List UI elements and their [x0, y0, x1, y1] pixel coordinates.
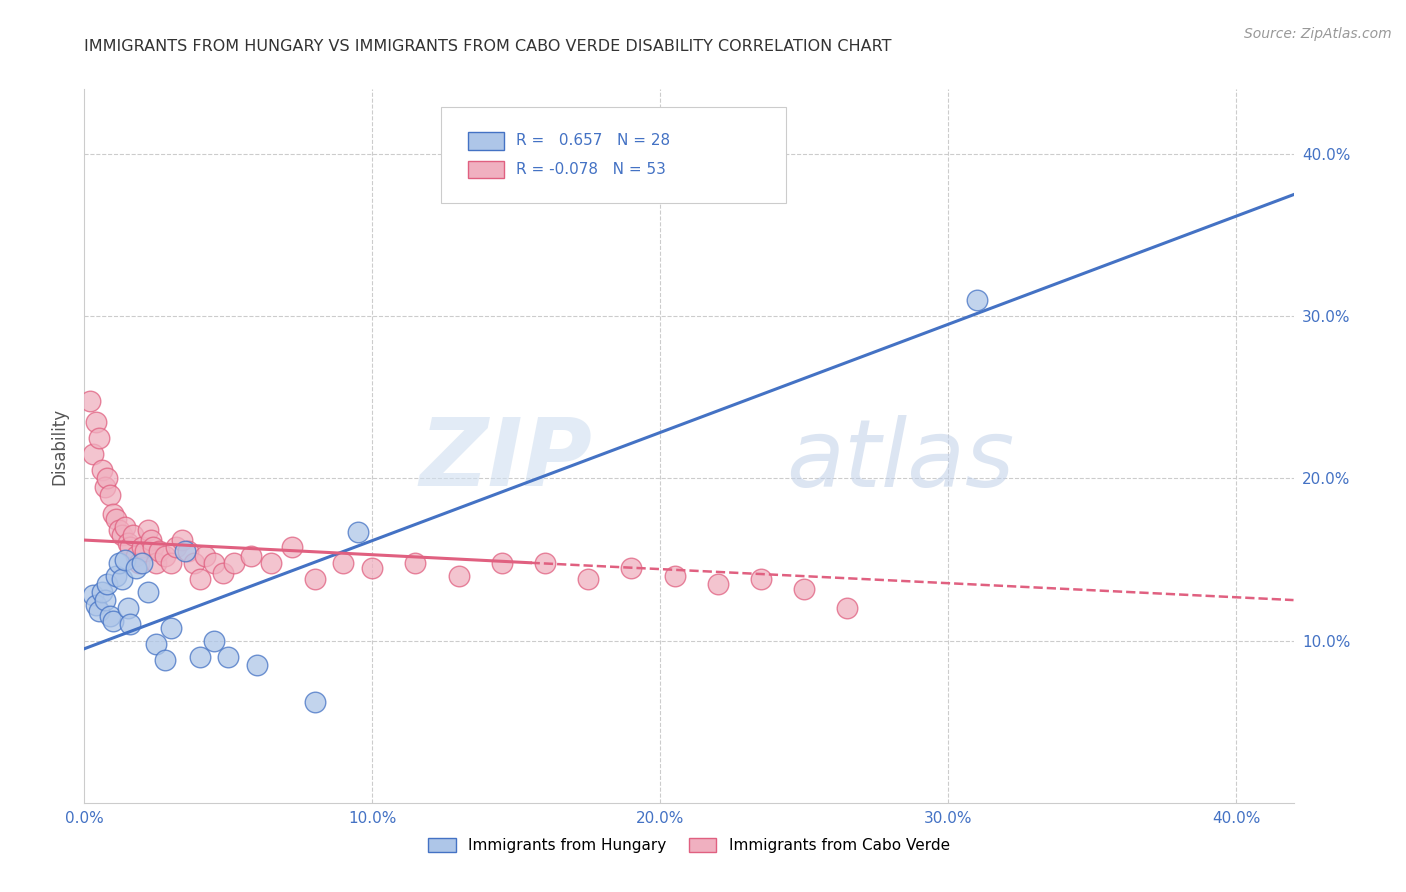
Point [793, 582, 815, 596]
Point [837, 601, 859, 615]
Point [82, 447, 104, 461]
Point [117, 536, 139, 550]
Point [447, 568, 470, 582]
Point [108, 556, 131, 570]
Point [111, 528, 134, 542]
Point [304, 695, 326, 709]
Point [125, 560, 148, 574]
Text: IMMIGRANTS FROM HUNGARY VS IMMIGRANTS FROM CABO VERDE DISABILITY CORRELATION CHA: IMMIGRANTS FROM HUNGARY VS IMMIGRANTS FR… [84, 38, 891, 54]
Point [188, 572, 211, 586]
Point [128, 556, 150, 570]
Point [87, 604, 110, 618]
Point [174, 544, 197, 558]
Point [117, 601, 139, 615]
Point [260, 556, 283, 570]
Point [101, 614, 124, 628]
Bar [468, 132, 503, 150]
Point [159, 556, 181, 570]
Point [217, 649, 239, 664]
Point [131, 556, 153, 570]
Text: atlas: atlas [786, 415, 1014, 506]
Point [211, 566, 233, 580]
Point [122, 528, 145, 542]
Point [145, 637, 167, 651]
Point [194, 549, 217, 564]
Bar [468, 161, 503, 178]
Point [93, 593, 115, 607]
Point [620, 560, 643, 574]
Point [153, 653, 176, 667]
Point [84, 598, 107, 612]
Point [166, 540, 188, 554]
Point [347, 524, 370, 539]
Text: R = -0.078   N = 53: R = -0.078 N = 53 [516, 161, 666, 177]
Point [148, 544, 170, 558]
Point [136, 524, 159, 538]
Y-axis label: Disability: Disability [51, 408, 69, 484]
Point [534, 556, 557, 570]
Point [87, 431, 110, 445]
Point [114, 520, 136, 534]
Point [125, 549, 148, 564]
Point [177, 544, 200, 558]
Point [183, 556, 205, 570]
Point [84, 415, 107, 429]
Point [246, 657, 269, 672]
Point [491, 556, 513, 570]
Point [145, 556, 167, 570]
Point [139, 533, 162, 547]
Point [142, 540, 165, 554]
Point [131, 540, 153, 554]
Point [153, 549, 176, 564]
Point [98, 609, 121, 624]
Point [111, 572, 134, 586]
Point [404, 556, 426, 570]
Point [96, 471, 118, 485]
Point [159, 621, 181, 635]
Point [304, 572, 326, 586]
Point [98, 488, 121, 502]
Point [108, 524, 131, 538]
Point [120, 540, 142, 554]
Point [120, 617, 142, 632]
Point [82, 588, 104, 602]
Point [188, 649, 211, 664]
Point [576, 572, 599, 586]
Point [134, 544, 156, 558]
Legend: Immigrants from Hungary, Immigrants from Cabo Verde: Immigrants from Hungary, Immigrants from… [422, 831, 956, 859]
Point [361, 560, 384, 574]
Point [101, 507, 124, 521]
Point [664, 568, 686, 582]
Text: R =   0.657   N = 28: R = 0.657 N = 28 [516, 133, 671, 148]
Point [114, 552, 136, 566]
Point [280, 540, 302, 554]
Point [136, 585, 159, 599]
Point [90, 463, 112, 477]
FancyBboxPatch shape [441, 107, 786, 203]
Point [90, 585, 112, 599]
Point [966, 293, 988, 307]
Text: Source: ZipAtlas.com: Source: ZipAtlas.com [1244, 27, 1392, 41]
Point [332, 556, 354, 570]
Point [202, 633, 225, 648]
Point [749, 572, 772, 586]
Text: ZIP: ZIP [419, 414, 592, 507]
Point [105, 512, 128, 526]
Point [222, 556, 245, 570]
Point [706, 577, 728, 591]
Point [240, 549, 263, 564]
Point [202, 556, 225, 570]
Point [105, 568, 128, 582]
Point [79, 393, 101, 408]
Point [172, 533, 194, 547]
Point [93, 479, 115, 493]
Point [96, 577, 118, 591]
